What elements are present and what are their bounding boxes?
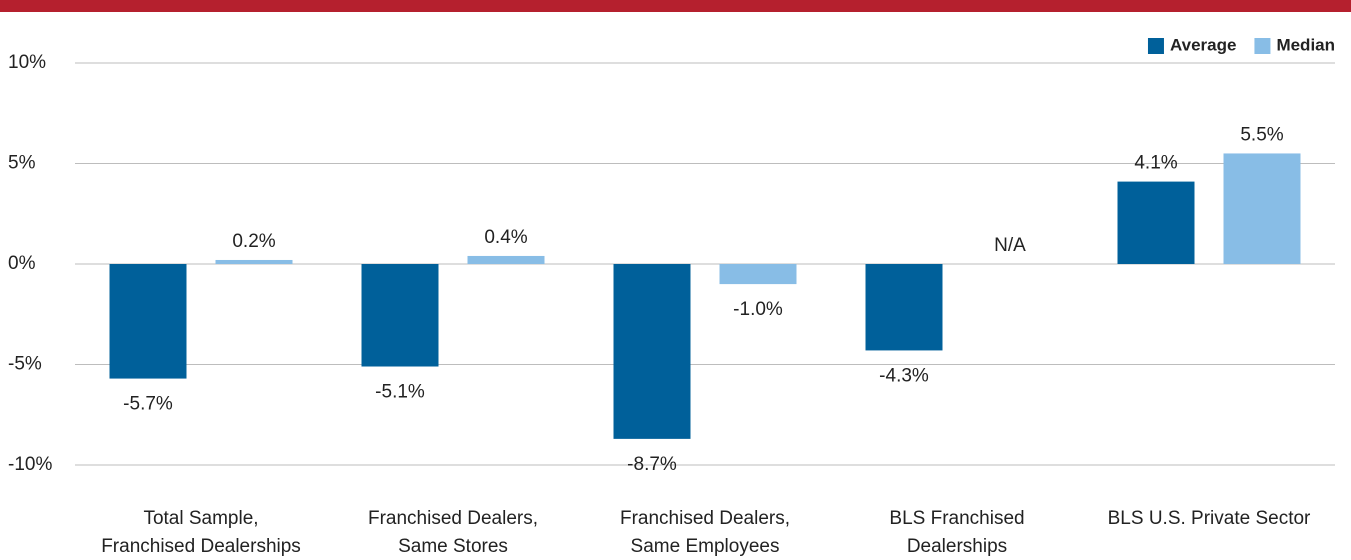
value-label: -8.7%: [627, 454, 677, 475]
bar: [1117, 181, 1195, 264]
y-tick-label: 0%: [8, 253, 36, 274]
value-label: -4.3%: [879, 365, 929, 386]
value-label: 0.2%: [232, 231, 275, 252]
y-tick-label: -10%: [8, 454, 52, 475]
x-tick-label: Franchised Dealers,: [620, 508, 790, 529]
x-tick-label: Total Sample,: [143, 508, 258, 529]
x-tick-label: Same Stores: [398, 536, 508, 557]
legend-swatch: [1254, 38, 1271, 54]
bar: [1223, 153, 1301, 264]
value-label: 5.5%: [1240, 124, 1283, 145]
bar: [719, 264, 797, 285]
x-tick-label: Same Employees: [631, 536, 780, 557]
legend-label: Average: [1170, 35, 1236, 54]
bar: [215, 259, 293, 264]
y-tick-label: -5%: [8, 354, 42, 375]
x-tick-label: Franchised Dealerships: [101, 536, 301, 557]
top-banner: [0, 0, 1351, 12]
value-label: 4.1%: [1134, 153, 1177, 174]
value-label: -5.1%: [375, 382, 425, 403]
bar: [109, 264, 187, 379]
legend-swatch: [1147, 38, 1164, 54]
bar: [865, 264, 943, 351]
value-label: -5.7%: [123, 394, 173, 415]
x-tick-label: BLS U.S. Private Sector: [1108, 508, 1311, 529]
bar: [467, 255, 545, 264]
bar: [613, 264, 691, 439]
value-label: N/A: [994, 235, 1026, 256]
legend-label: Median: [1276, 35, 1335, 54]
value-label: -1.0%: [733, 299, 783, 320]
x-tick-label: Dealerships: [907, 536, 1007, 557]
x-tick-label: BLS Franchised: [889, 508, 1024, 529]
value-label: 0.4%: [484, 227, 527, 248]
bar: [361, 264, 439, 367]
x-tick-label: Franchised Dealers,: [368, 508, 538, 529]
y-tick-label: 5%: [8, 153, 36, 174]
y-tick-label: 10%: [8, 52, 46, 73]
